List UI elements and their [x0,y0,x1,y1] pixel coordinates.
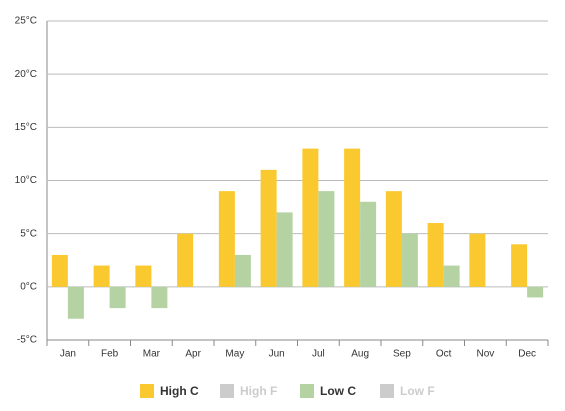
legend-label: High F [240,384,277,398]
y-tick-label: 20°C [15,69,37,80]
legend-item: Low C [300,384,356,398]
bar [177,233,194,287]
x-tick-label: Jun [269,349,285,360]
x-tick-label: May [225,349,244,360]
bar [135,265,152,287]
y-tick-label: -5°C [17,335,37,346]
legend-swatch [220,384,234,398]
y-tick-label: 10°C [15,175,37,186]
bar [511,244,528,287]
bar [527,286,544,298]
legend-item: High F [220,384,277,398]
x-tick-label: Oct [436,349,452,360]
legend-label: High C [160,384,199,398]
x-tick-label: Dec [518,349,536,360]
x-tick-label: Aug [351,349,369,360]
x-tick-label: Sep [393,349,411,360]
bar [276,212,293,287]
x-tick-label: Feb [101,349,119,360]
bar [443,265,460,287]
bar [469,233,486,287]
legend-item: High C [140,384,199,398]
legend-swatch [380,384,394,398]
bar [385,191,402,287]
legend-label: Low C [320,384,356,398]
y-tick-label: 15°C [15,122,37,133]
bar [318,191,335,287]
bar [93,265,110,287]
y-tick-label: 0°C [20,281,37,292]
bar [360,201,377,287]
bar [427,223,444,287]
bar [151,286,168,309]
bar [109,286,126,309]
legend-label: Low F [400,384,435,398]
legend-swatch [300,384,314,398]
x-tick-label: Nov [476,349,494,360]
x-tick-label: Jan [60,349,76,360]
bar [302,148,319,287]
x-tick-label: Apr [185,349,201,360]
x-tick-label: Jul [312,349,325,360]
bar [234,254,251,287]
bar [401,233,418,287]
bar [218,191,235,287]
x-tick-label: Mar [143,349,161,360]
y-tick-label: 5°C [20,228,37,239]
bar [344,148,361,287]
legend-swatch [140,384,154,398]
bar [260,169,277,287]
bar [67,286,84,319]
bar [51,254,68,287]
y-tick-label: 25°C [15,16,37,27]
legend-item: Low F [380,384,435,398]
